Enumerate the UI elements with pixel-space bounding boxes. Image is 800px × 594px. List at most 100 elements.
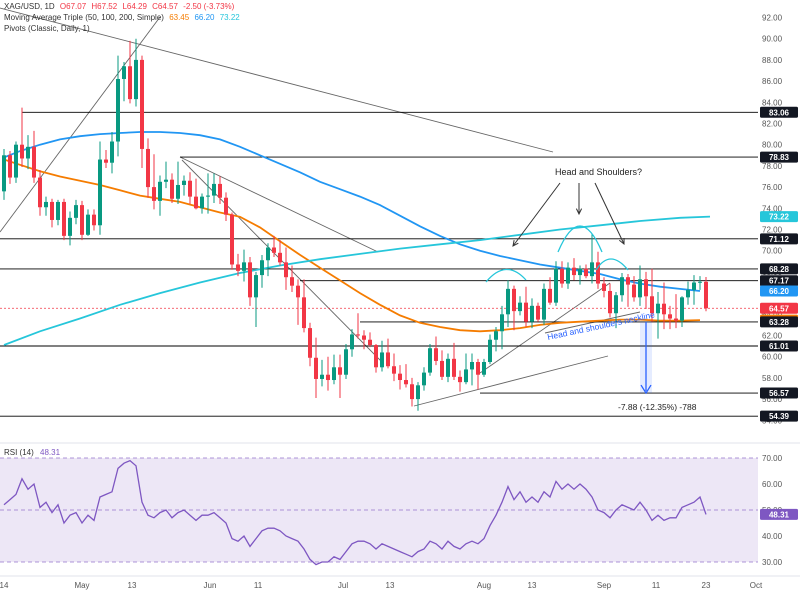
- candle-body-49: [296, 285, 300, 298]
- rsi-tick-label: 70.00: [762, 454, 783, 463]
- candle-body-86: [518, 302, 522, 312]
- price-tag-box-64.57: [760, 302, 798, 314]
- candle-body-109: [656, 303, 660, 314]
- candle-body-48: [290, 277, 294, 286]
- price-tag-61.01: 61.01: [769, 342, 790, 351]
- price-tag-box-54.39: [760, 410, 798, 422]
- time-tick-label: 13: [528, 581, 537, 590]
- price-pane[interactable]: Head and Shoulders?Head and shoulders ne…: [0, 7, 758, 417]
- candle-body-84: [506, 288, 510, 315]
- rsi-current-header: 48.31: [40, 448, 61, 457]
- price-tick-label: 56.00: [762, 395, 783, 404]
- head-arc: [557, 225, 603, 253]
- candle-body-40: [242, 262, 246, 271]
- time-tick-label: Aug: [477, 581, 491, 590]
- candle-body-72: [434, 348, 438, 361]
- candle-body-7: [44, 201, 48, 208]
- price-tag-box-73.22: [760, 211, 798, 223]
- candle-body-64: [386, 352, 390, 367]
- candle-body-87: [524, 302, 528, 322]
- price-tag-83.06: 83.06: [769, 108, 790, 117]
- candle-body-27: [164, 179, 168, 182]
- candle-body-42: [254, 275, 258, 298]
- ma-legend[interactable]: Moving Average Triple (50, 100, 200, Sim…: [4, 13, 243, 22]
- annotation-arrow-right: [594, 182, 625, 245]
- candle-body-78: [470, 362, 474, 370]
- time-tick-label: 11: [652, 581, 661, 590]
- rsi-tick-label: 30.00: [762, 558, 783, 567]
- candle-body-117: [704, 281, 708, 309]
- candle-body-10: [62, 201, 66, 236]
- candle-body-76: [458, 376, 462, 383]
- price-tick-label: 60.00: [762, 353, 783, 362]
- candle-body-75: [452, 358, 456, 377]
- candle-body-2: [14, 144, 18, 178]
- candle-body-92: [554, 268, 558, 303]
- candle-body-105: [632, 284, 636, 298]
- candle-body-74: [446, 358, 450, 377]
- rsi-line: [3, 459, 707, 566]
- candle-body-16: [98, 159, 102, 226]
- trendline-3: [179, 156, 379, 253]
- candle-body-62: [374, 345, 378, 368]
- trendline-2: [0, 16, 161, 233]
- candle-body-53: [320, 374, 324, 379]
- candle-body-116: [698, 281, 702, 283]
- price-tag-box-83.06: [760, 106, 798, 118]
- candle-body-1: [8, 155, 12, 178]
- candle-body-33: [200, 196, 204, 209]
- price-tick-label: 80.00: [762, 141, 783, 150]
- price-tick-label: 70.00: [762, 247, 783, 256]
- time-tick-label: May: [74, 581, 89, 590]
- candle-body-68: [410, 384, 414, 400]
- candle-body-63: [380, 352, 384, 368]
- candle-body-15: [92, 214, 96, 226]
- rsi-tick-label: 40.00: [762, 532, 783, 541]
- annotation-arrow-right-head: [619, 237, 625, 246]
- candle-body-20: [122, 66, 126, 79]
- candle-body-113: [680, 297, 684, 321]
- candle-body-77: [464, 369, 468, 383]
- candle-body-5: [32, 146, 36, 178]
- candle-body-70: [422, 372, 426, 386]
- symbol-legend: XAG/USD, 1D O67.07 H67.52 L64.29 C64.57 …: [4, 2, 237, 11]
- candle-body-4: [26, 146, 30, 159]
- candle-body-114: [686, 289, 690, 298]
- candle-body-9: [56, 201, 60, 220]
- time-tick-label: Oct: [750, 581, 763, 590]
- candle-body-83: [500, 314, 504, 332]
- candle-body-66: [398, 373, 402, 381]
- candle-body-91: [548, 288, 552, 303]
- candle-body-71: [428, 348, 432, 373]
- price-tick-label: 72.00: [762, 226, 783, 235]
- high-value: H67.52: [91, 2, 118, 11]
- price-tick-label: 90.00: [762, 35, 783, 44]
- pivots-legend[interactable]: Pivots (Classic, Daily, 1): [4, 24, 93, 33]
- head-shoulders-label: Head and Shoulders?: [555, 167, 642, 177]
- candle-body-8: [50, 201, 54, 220]
- ma100-value: 66.20: [194, 13, 215, 22]
- candle-body-69: [416, 385, 420, 400]
- rsi-title: RSI (14): [4, 448, 34, 457]
- price-tag-box-56.57: [760, 387, 798, 399]
- candle-body-52: [314, 357, 318, 379]
- candle-body-24: [146, 148, 150, 188]
- symbol-label: XAG/USD, 1D: [4, 2, 55, 11]
- price-tag-73.22: 73.22: [769, 213, 790, 222]
- price-scale-background: [758, 0, 800, 594]
- candle-body-35: [212, 183, 216, 196]
- candle-body-36: [218, 183, 222, 198]
- left-shoulder-arc: [485, 268, 527, 283]
- candle-body-73: [440, 360, 444, 377]
- candle-body-6: [38, 177, 42, 208]
- candle-body-46: [278, 252, 282, 263]
- rsi-pane[interactable]: RSI (14) 48.31: [0, 448, 758, 566]
- candle-body-80: [482, 362, 486, 375]
- price-tick-label: 74.00: [762, 204, 783, 213]
- measure-arrowhead: [640, 384, 652, 395]
- low-value: L64.29: [122, 2, 147, 11]
- price-tag-54.39: 54.39: [769, 412, 790, 421]
- candle-body-111: [668, 314, 672, 319]
- candle-body-37: [224, 197, 228, 215]
